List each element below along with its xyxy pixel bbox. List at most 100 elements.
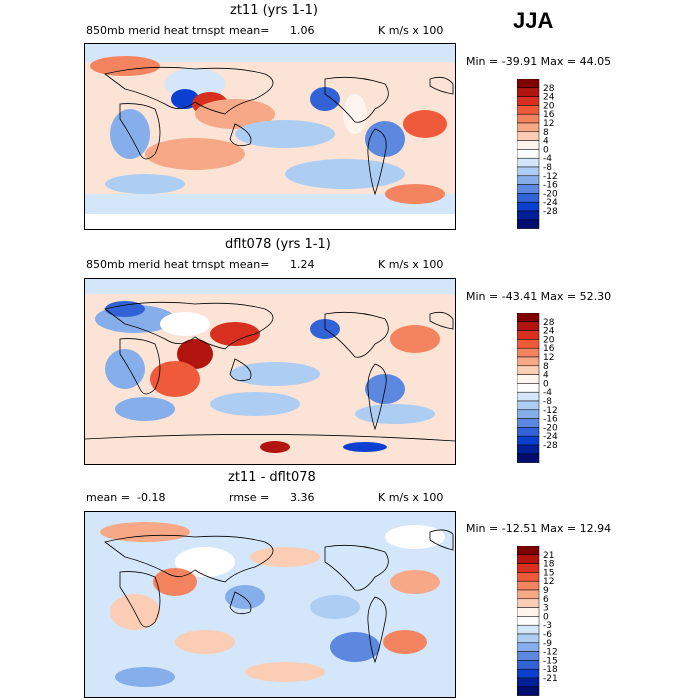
colorbar-swatch bbox=[516, 616, 540, 626]
colorbar-tick-label: 0 bbox=[543, 379, 549, 389]
colorbar-swatch bbox=[516, 374, 540, 384]
panel1-map bbox=[84, 43, 456, 230]
colorbar-tick-label: -20 bbox=[543, 423, 558, 433]
panel3-map-svg bbox=[85, 512, 455, 697]
panel2-colorbar: 28 24 20 16 12 8 4 0 -4 -8 -12 -16 -20 -24 -28 bbox=[516, 312, 587, 467]
colorbar-tick-label: -16 bbox=[543, 415, 558, 425]
colorbar-tick-label: 4 bbox=[543, 137, 549, 147]
panel1-map-svg bbox=[85, 44, 455, 229]
panel2-mean-value: 1.24 bbox=[290, 258, 315, 271]
colorbar-tick-label: 20 bbox=[543, 101, 555, 111]
colorbar-tick-label: -8 bbox=[543, 163, 552, 173]
colorbar-swatch bbox=[516, 365, 540, 375]
panel1-title: zt11 (yrs 1-1) bbox=[230, 3, 318, 18]
panel2-minmax: Min = -43.41 Max = 52.30 bbox=[466, 290, 612, 303]
colorbar-swatch bbox=[516, 140, 540, 150]
colorbar-swatch bbox=[516, 131, 540, 141]
colorbar-swatch bbox=[516, 598, 540, 608]
colorbar-tick-label: 4 bbox=[543, 371, 549, 381]
colorbar-tick-label: 0 bbox=[543, 145, 549, 155]
colorbar-tick-label: 0 bbox=[543, 612, 549, 622]
colorbar-swatch bbox=[516, 339, 540, 349]
colorbar-tick-label: 8 bbox=[543, 128, 549, 138]
colorbar-tick-label: 12 bbox=[543, 353, 554, 363]
colorbar-tick-label: -28 bbox=[543, 441, 558, 451]
colorbar-tick-label: 12 bbox=[543, 119, 554, 129]
colorbar-swatch bbox=[516, 409, 540, 419]
season-label: JJA bbox=[513, 8, 554, 33]
colorbar-tick-label: 18 bbox=[543, 560, 555, 570]
colorbar-tick-label: -28 bbox=[543, 207, 558, 217]
colorbar-tick-label: 16 bbox=[543, 344, 555, 354]
colorbar-tick-label: 3 bbox=[543, 604, 549, 614]
colorbar-swatch bbox=[516, 545, 540, 556]
colorbar-tick-label: -12 bbox=[543, 648, 558, 658]
colorbar-swatch bbox=[516, 175, 540, 185]
colorbar-tick-label: 28 bbox=[543, 84, 555, 94]
colorbar-swatch bbox=[516, 87, 540, 97]
colorbar-swatch bbox=[516, 453, 540, 463]
colorbar-tick-label: 8 bbox=[543, 362, 549, 372]
panel1-mean-label: mean= bbox=[229, 24, 270, 37]
panel3-mean-value: -0.18 bbox=[137, 491, 166, 504]
colorbar-swatch bbox=[516, 677, 540, 688]
colorbar-tick-label: 21 bbox=[543, 551, 554, 561]
colorbar-tick-label: -3 bbox=[543, 621, 552, 631]
colorbar-swatch bbox=[516, 418, 540, 428]
panel1-variable: 850mb merid heat trnspt bbox=[86, 24, 225, 37]
panel3-rmse-value: 3.36 bbox=[290, 491, 315, 504]
panel2-variable: 850mb merid heat trnspt bbox=[86, 258, 225, 271]
colorbar-swatch bbox=[516, 668, 540, 679]
colorbar-tick-label: -9 bbox=[543, 639, 552, 649]
colorbar-swatch bbox=[516, 435, 540, 446]
colorbar-tick-label: -15 bbox=[543, 656, 558, 666]
panel1-mean-value: 1.06 bbox=[290, 24, 315, 37]
colorbar-swatch bbox=[516, 166, 540, 177]
colorbar-tick-label: -24 bbox=[543, 432, 558, 442]
colorbar-swatch bbox=[516, 686, 540, 696]
colorbar-swatch bbox=[516, 193, 540, 203]
colorbar-swatch bbox=[516, 312, 540, 323]
colorbar-tick-label: -4 bbox=[543, 388, 552, 398]
panel1-minmax: Min = -39.91 Max = 44.05 bbox=[466, 55, 612, 68]
panel3-rmse-label: rmse = bbox=[229, 491, 270, 504]
panel2-title: dflt078 (yrs 1-1) bbox=[225, 237, 331, 252]
colorbar-swatch bbox=[516, 113, 540, 124]
colorbar-swatch bbox=[516, 356, 540, 367]
colorbar-swatch bbox=[516, 427, 540, 437]
panel3-mean-label: mean = bbox=[86, 491, 130, 504]
colorbar-tick-label: 12 bbox=[543, 577, 554, 587]
panel2-map-svg bbox=[85, 279, 455, 464]
colorbar-swatch bbox=[516, 563, 540, 573]
colorbar-swatch bbox=[516, 96, 540, 106]
colorbar-tick-label: 6 bbox=[543, 595, 549, 605]
colorbar-swatch bbox=[516, 624, 540, 635]
colorbar-swatch bbox=[516, 607, 540, 617]
colorbar-swatch bbox=[516, 444, 540, 455]
colorbar-swatch bbox=[516, 347, 540, 358]
colorbar-swatch bbox=[516, 321, 540, 331]
colorbar-tick-label: -16 bbox=[543, 181, 558, 191]
panel1-units: K m/s x 100 bbox=[378, 24, 444, 37]
colorbar-tick-label: 28 bbox=[543, 318, 555, 328]
colorbar-swatch bbox=[516, 589, 540, 600]
colorbar-swatch bbox=[516, 184, 540, 194]
colorbar-swatch bbox=[516, 219, 540, 229]
colorbar-tick-label: -12 bbox=[543, 406, 558, 416]
panel3-map bbox=[84, 511, 456, 698]
colorbar-tick-label: -21 bbox=[543, 674, 558, 684]
colorbar-tick-label: -20 bbox=[543, 189, 558, 199]
colorbar-tick-label: 24 bbox=[543, 93, 555, 103]
colorbar-tick-label: -8 bbox=[543, 397, 552, 407]
colorbar-swatch bbox=[516, 580, 540, 591]
colorbar-tick-label: 20 bbox=[543, 335, 555, 345]
colorbar-swatch bbox=[516, 633, 540, 644]
colorbar-tick-label: 9 bbox=[543, 586, 549, 596]
panel2-map bbox=[84, 278, 456, 465]
colorbar-swatch bbox=[516, 122, 540, 133]
colorbar-tick-label: -12 bbox=[543, 172, 558, 182]
colorbar-swatch bbox=[516, 157, 540, 168]
colorbar-swatch bbox=[516, 105, 540, 115]
